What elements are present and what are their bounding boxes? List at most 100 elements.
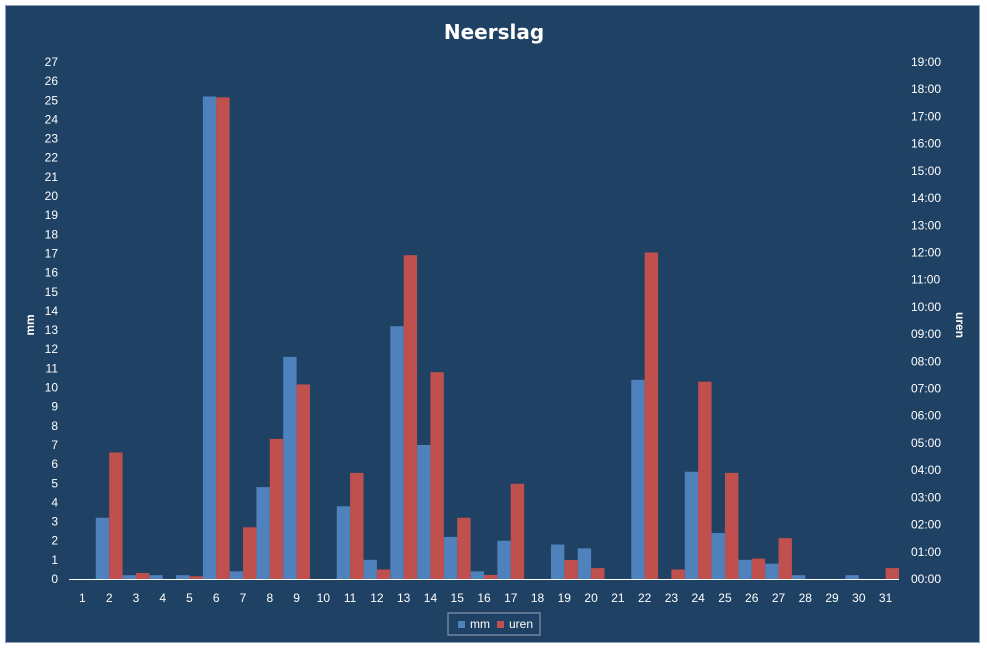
bar-uren-12 [376,569,391,579]
y-tick-label: 12 [45,342,59,356]
y2-tick-label: 03:00 [911,490,941,504]
x-tick-label: 29 [825,591,839,605]
x-tick-label: 6 [213,591,220,605]
y2-tick-label: 14:00 [911,191,941,205]
bar-mm-24 [684,471,699,579]
bar-mm-16 [470,571,484,579]
bar-uren-27 [778,538,792,579]
y-tick-label: 0 [51,572,58,586]
x-tick-label: 25 [718,591,732,605]
bar-uren-25 [724,472,739,579]
bar-uren-24 [698,381,712,579]
legend-label-uren: uren [509,617,533,631]
bar-mm-25 [711,533,725,579]
x-tick-label: 1 [79,591,86,605]
bar-uren-7 [243,527,257,579]
chart-frame: Neerslag mm uren 0 1 2 3 4 5 6 7 8 9 10 11 12 13 14 15 1… [5,5,980,643]
y2-tick-label: 09:00 [911,327,941,341]
y-tick-label: 5 [51,476,58,490]
x-tick-label: 20 [584,591,598,605]
bar-uren-8 [269,438,284,579]
x-tick-label: 7 [240,591,247,605]
bar-uren-23 [671,569,685,579]
y2-tick-label: 18:00 [911,82,941,96]
y-tick-label: 4 [51,495,58,509]
y-tick-label: 18 [45,227,59,241]
x-tick-label: 13 [397,591,411,605]
bar-uren-3 [135,573,150,579]
bar-uren-31 [885,568,899,579]
y-tick-label: 16 [45,266,59,280]
y-tick-label: 21 [45,170,59,184]
x-tick-label: 17 [504,591,518,605]
bar-uren-9 [296,384,310,579]
bar-mm-4 [149,575,163,579]
x-tick-label: 4 [159,591,166,605]
bar-mm-12 [363,559,377,579]
y-tick-label: 19 [45,208,59,222]
bar-uren-2 [109,452,123,579]
y2-tick-label: 04:00 [911,463,941,477]
y-tick-label: 6 [51,457,58,471]
x-tick-label: 9 [293,591,300,605]
bar-mm-11 [336,506,351,579]
y2-axis-title: uren [953,312,967,338]
y-axis-ticks: 0123456789101112131415161718192021222324… [45,55,59,586]
bar-uren-14 [430,372,444,579]
y-tick-label: 25 [45,93,59,107]
bar-mm-30 [845,575,859,579]
bar-mm-26 [738,559,752,579]
bar-mm-14 [417,444,431,579]
y-tick-label: 1 [51,553,58,567]
bars [95,96,899,580]
y-tick-label: 3 [51,515,58,529]
bar-uren-5 [189,576,203,579]
x-tick-label: 5 [186,591,193,605]
legend-swatch-mm [458,621,465,628]
bar-uren-15 [457,517,471,579]
bar-uren-11 [350,472,364,579]
y2-tick-label: 10:00 [911,300,941,314]
y-axis-title: mm [23,314,37,335]
x-tick-label: 28 [799,591,813,605]
bar-mm-2 [95,517,110,579]
y-tick-label: 20 [45,189,59,203]
bar-uren-22 [644,252,659,579]
y-tick-label: 14 [45,304,59,318]
x-tick-label: 31 [879,591,893,605]
x-tick-label: 23 [665,591,679,605]
x-tick-label: 22 [638,591,652,605]
y2-tick-label: 02:00 [911,518,941,532]
chart-title: Neerslag [444,20,544,44]
y2-tick-label: 05:00 [911,436,941,450]
bar-uren-20 [591,568,605,579]
x-tick-label: 18 [531,591,545,605]
bar-mm-9 [283,356,297,579]
y2-tick-label: 13:00 [911,218,941,232]
x-tick-label: 10 [317,591,331,605]
x-tick-label: 12 [370,591,384,605]
y2-tick-label: 00:00 [911,572,941,586]
bar-uren-19 [564,559,578,579]
bar-uren-6 [216,97,230,580]
x-tick-label: 26 [745,591,759,605]
y-tick-label: 26 [45,74,59,88]
legend-swatch-uren [497,621,504,628]
x-tick-label: 27 [772,591,786,605]
x-tick-label: 24 [692,591,706,605]
y2-tick-label: 17:00 [911,109,941,123]
bar-mm-27 [765,563,779,579]
y2-tick-label: 06:00 [911,409,941,423]
y2-tick-label: 15:00 [911,164,941,178]
x-tick-label: 14 [424,591,438,605]
y2-tick-label: 12:00 [911,245,941,259]
y-tick-label: 9 [51,400,58,414]
y-tick-label: 15 [45,285,59,299]
y2-tick-label: 16:00 [911,137,941,151]
y-tick-label: 10 [45,381,59,395]
chart-svg: Neerslag mm uren 01234567891011121314151… [23,20,967,636]
y-tick-label: 7 [51,438,58,452]
bar-mm-17 [497,540,511,579]
bar-uren-17 [510,483,525,579]
legend-label-mm: mm [470,617,490,631]
